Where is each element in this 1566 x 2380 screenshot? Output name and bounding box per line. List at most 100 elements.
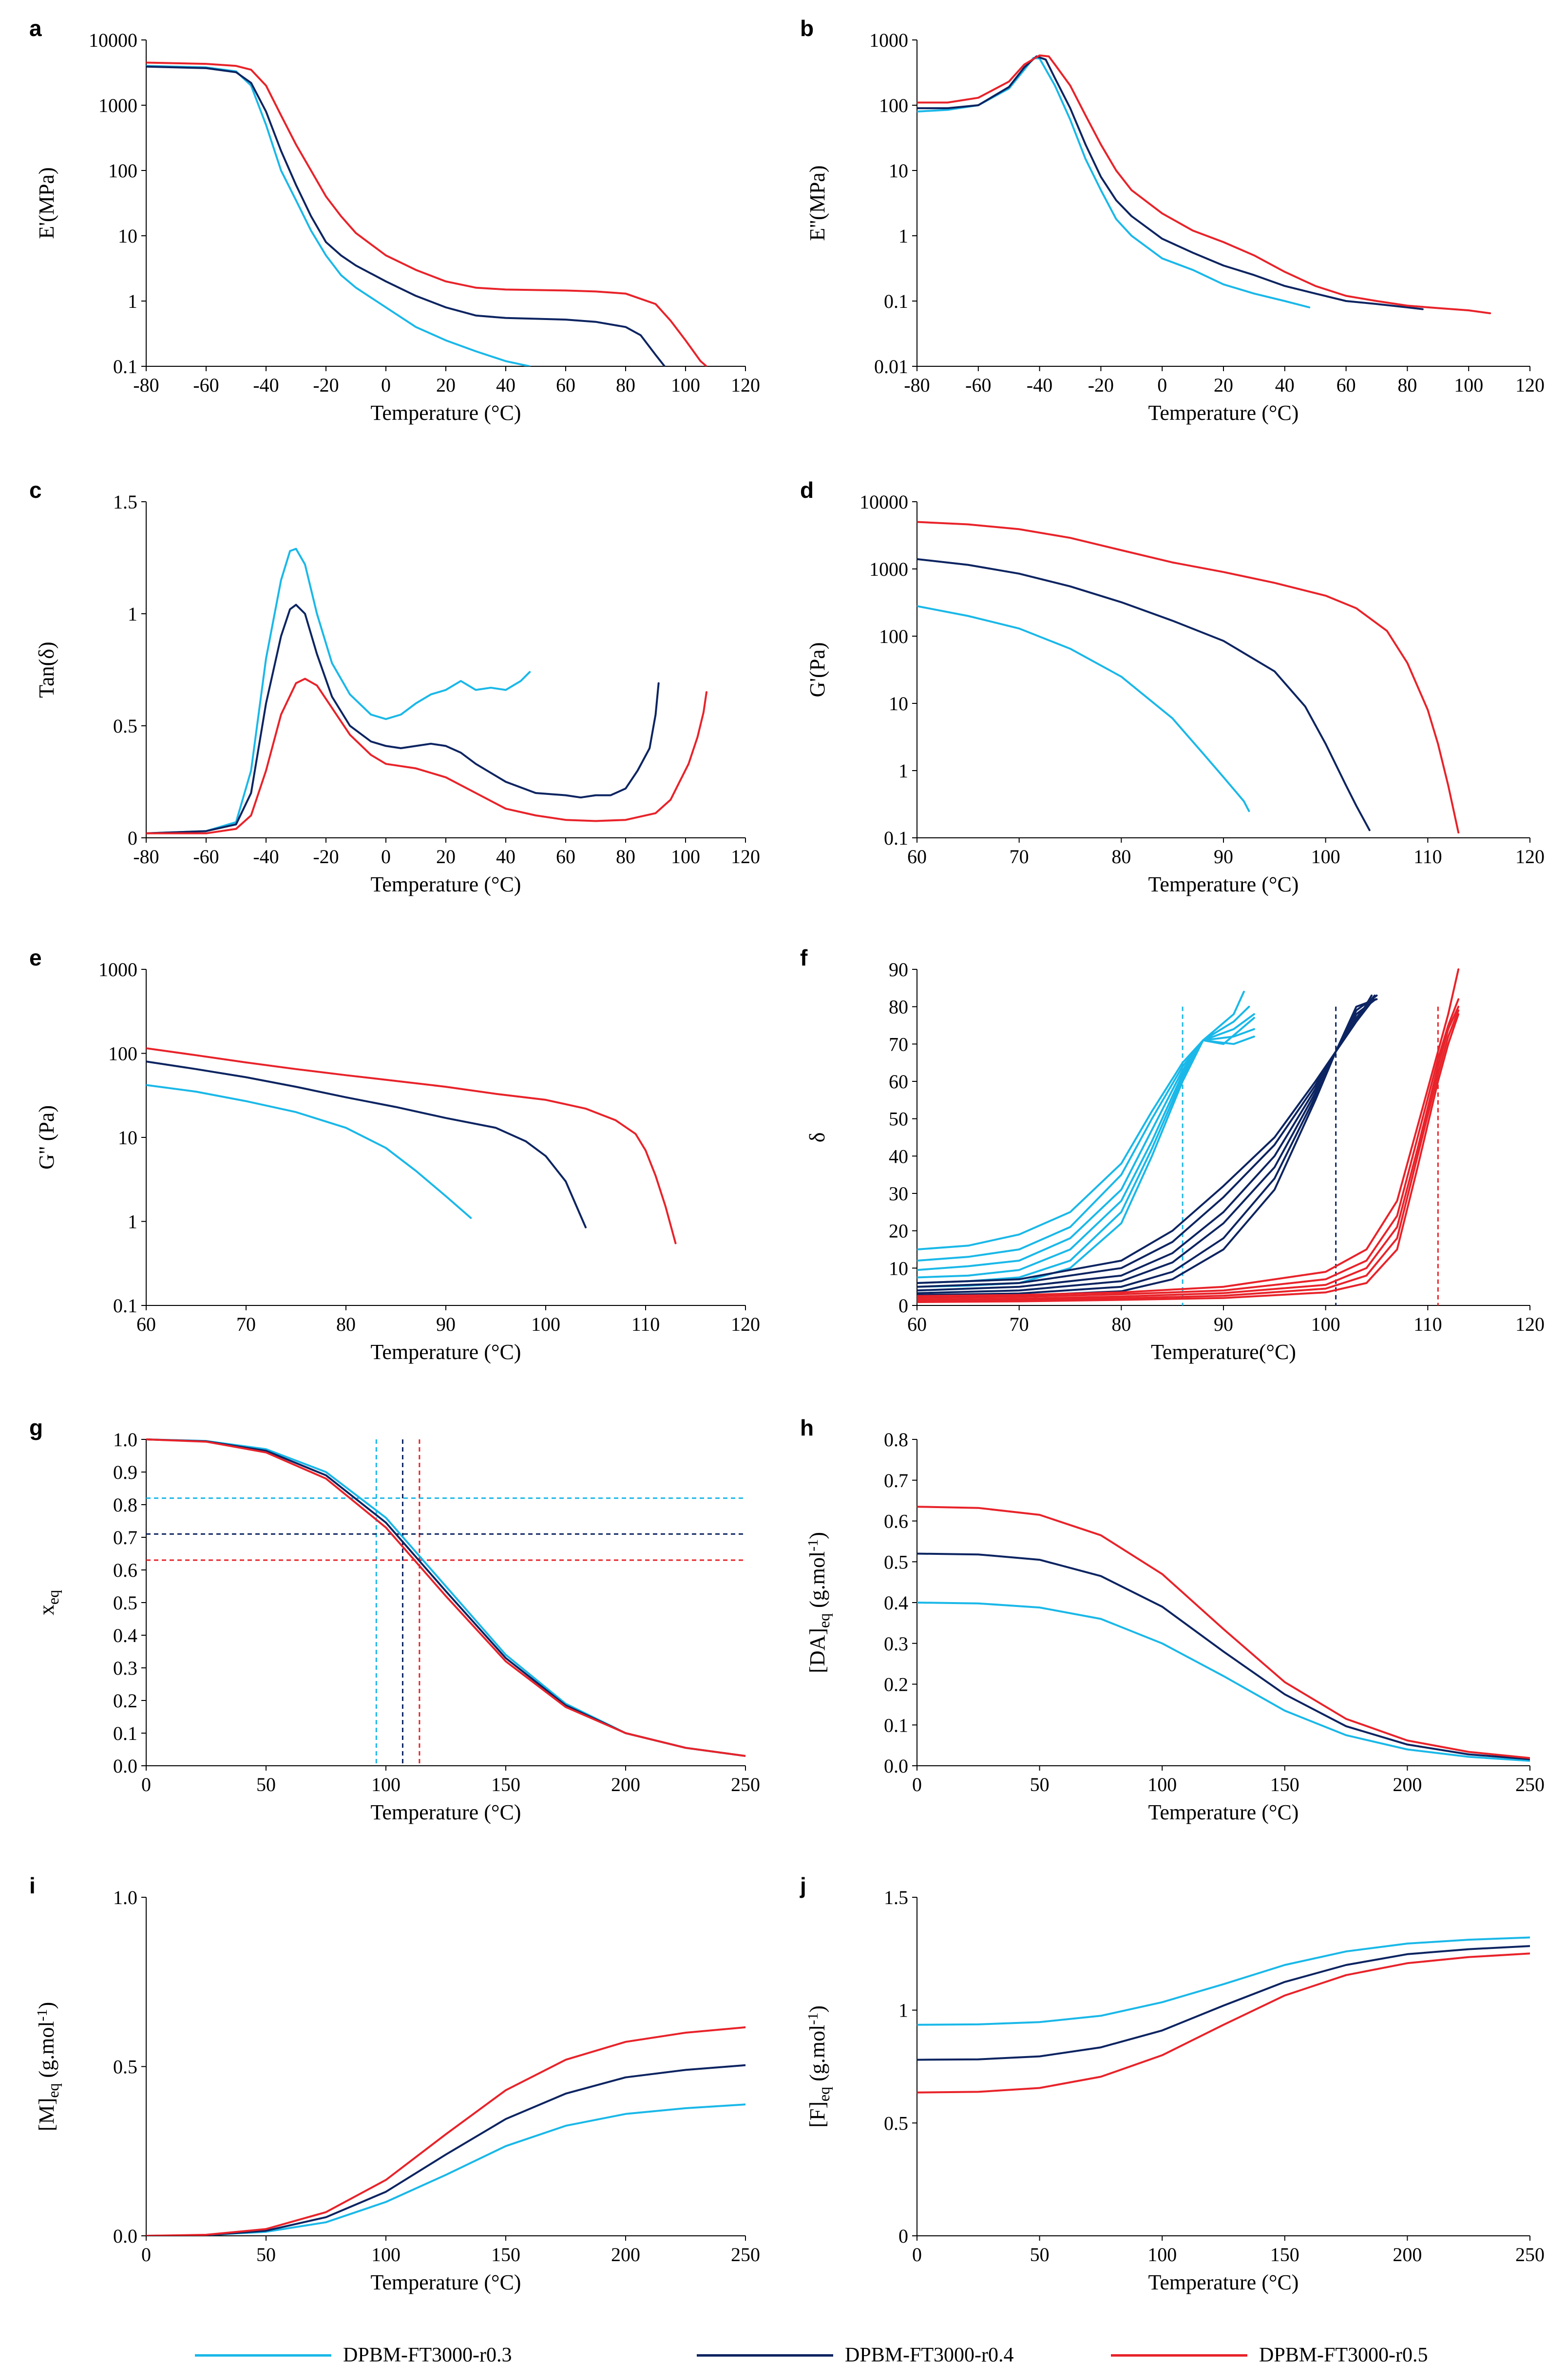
x-tick-label: 120 xyxy=(1515,374,1545,396)
y-tick-label: 40 xyxy=(889,1145,908,1167)
y-tick-label: 10 xyxy=(889,1257,908,1279)
chart-panel-b: b -80 -60 -40 -20 0 20 40 60 80 100 120 0.01 0.1 1 10 10… xyxy=(800,16,1545,425)
series-line xyxy=(146,1438,745,1757)
series-line xyxy=(917,55,1424,310)
series-line xyxy=(917,994,1373,1284)
series-line xyxy=(146,2103,745,2236)
y-tick-label: 100 xyxy=(108,1043,137,1065)
x-axis-label: Temperature (°C) xyxy=(1148,1800,1299,1824)
x-tick-label: 90 xyxy=(436,1313,456,1335)
x-tick-label: 120 xyxy=(731,846,760,868)
x-tick-label: 60 xyxy=(556,374,575,396)
y-tick-label: 1000 xyxy=(98,94,137,116)
panel-letter: j xyxy=(800,1873,806,1898)
panel-letter: d xyxy=(800,477,814,503)
x-tick-label: 80 xyxy=(1111,1313,1131,1335)
y-tick-label: 0.6 xyxy=(113,1559,137,1581)
x-tick-label: 100 xyxy=(1454,374,1483,396)
legend-swatch xyxy=(697,2354,833,2357)
y-tick-label: 0.6 xyxy=(884,1511,908,1532)
y-tick-label: 0.8 xyxy=(113,1494,137,1516)
series-line xyxy=(146,2026,745,2236)
y-tick-label: 70 xyxy=(889,1033,908,1055)
x-axis-label: Temperature(°C) xyxy=(1151,1340,1296,1364)
y-tick-label: 0.7 xyxy=(113,1527,137,1549)
y-axis-label: E''(MPa) xyxy=(805,165,829,241)
legend-swatch xyxy=(1111,2354,1247,2357)
y-tick-label: 1 xyxy=(128,1211,137,1233)
x-axis-label: Temperature (°C) xyxy=(371,872,521,896)
x-axis-label: Temperature (°C) xyxy=(1148,2270,1299,2294)
x-tick-label: -20 xyxy=(313,374,339,396)
series-line xyxy=(146,548,531,834)
x-tick-label: 120 xyxy=(1515,1313,1545,1335)
x-tick-label: 50 xyxy=(1030,1774,1050,1795)
series-line xyxy=(917,605,1250,812)
series-line xyxy=(146,678,707,834)
series-line xyxy=(917,1945,1530,2061)
y-tick-label: 1000 xyxy=(869,29,908,51)
x-tick-label: 70 xyxy=(1010,1313,1029,1335)
y-tick-label: 90 xyxy=(889,959,908,981)
x-tick-label: -80 xyxy=(133,846,159,868)
series-line xyxy=(146,1084,472,1219)
series-line xyxy=(917,1013,1255,1271)
chart-panel-j: j 0 50 100 150 200 250 0 0.5 1 1.5 Temperature (°C)… xyxy=(800,1873,1545,2294)
x-axis-label: Temperature (°C) xyxy=(371,2270,521,2294)
x-tick-label: 100 xyxy=(371,1774,401,1795)
legend-label: DPBM-FT3000-r0.5 xyxy=(1259,2344,1428,2366)
x-tick-label: 100 xyxy=(1311,1313,1340,1335)
legend-label: DPBM-FT3000-r0.4 xyxy=(845,2344,1014,2366)
x-tick-label: 150 xyxy=(1270,2244,1299,2266)
x-tick-label: -40 xyxy=(253,846,279,868)
x-tick-label: 200 xyxy=(1393,1774,1422,1795)
x-tick-label: 110 xyxy=(1413,1313,1442,1335)
series-line xyxy=(917,1005,1460,1301)
chart-panel-f: f 60 70 80 90 100 110 120 0 10 20 30 40 50 60 70 80 90 Tem… xyxy=(800,945,1545,1364)
y-tick-label: 0.4 xyxy=(884,1592,908,1614)
x-axis-label: Temperature (°C) xyxy=(1148,401,1299,425)
y-tick-label: 100 xyxy=(879,94,908,116)
x-tick-label: 80 xyxy=(616,374,635,396)
x-tick-label: -60 xyxy=(965,374,991,396)
panel-letter: b xyxy=(800,16,814,41)
y-tick-label: 0.3 xyxy=(113,1657,137,1679)
x-axis-label: Temperature (°C) xyxy=(371,1340,521,1364)
series-line xyxy=(146,61,707,366)
y-tick-label: 0.0 xyxy=(113,2225,137,2247)
y-axis-label: xeq xyxy=(35,1590,62,1615)
series-line xyxy=(146,65,531,366)
y-tick-label: 0.1 xyxy=(884,290,908,312)
y-tick-label: 0.1 xyxy=(113,1295,137,1317)
series-line xyxy=(917,521,1460,834)
x-tick-label: 40 xyxy=(496,846,516,868)
series-line xyxy=(146,1438,745,1757)
chart-panel-h: h 0 50 100 150 200 250 0.0 0.1 0.2 0.3 0.4 0.5 0.6 0.7… xyxy=(800,1415,1545,1824)
y-tick-label: 0.7 xyxy=(884,1470,908,1492)
y-tick-label: 10 xyxy=(889,160,908,182)
series-line xyxy=(917,1552,1530,1760)
chart-panel-a: a -80 -60 -40 -20 0 20 40 60 80 100 120 0.1 1 10 100 100… xyxy=(29,16,760,425)
x-tick-label: 0 xyxy=(912,2244,922,2266)
series-line xyxy=(917,998,1377,1294)
series-line xyxy=(917,1936,1530,2026)
y-tick-label: 0.1 xyxy=(113,356,137,378)
x-axis-label: Temperature (°C) xyxy=(1148,872,1299,896)
legend-item: DPBM-FT3000-r0.3 xyxy=(195,2338,512,2372)
x-tick-label: 200 xyxy=(1393,2244,1422,2266)
x-tick-label: 50 xyxy=(1030,2244,1050,2266)
x-tick-label: 0 xyxy=(381,374,391,396)
legend-label: DPBM-FT3000-r0.3 xyxy=(343,2344,512,2366)
y-tick-label: 1 xyxy=(898,225,908,247)
x-tick-label: 20 xyxy=(436,374,456,396)
x-tick-label: -20 xyxy=(1088,374,1114,396)
y-tick-label: 0.0 xyxy=(884,1755,908,1777)
x-tick-label: 110 xyxy=(631,1313,660,1335)
y-tick-label: 30 xyxy=(889,1183,908,1205)
series-line xyxy=(146,1060,587,1228)
x-tick-label: 0 xyxy=(381,846,391,868)
x-tick-label: 70 xyxy=(236,1313,256,1335)
y-tick-label: 80 xyxy=(889,996,908,1018)
